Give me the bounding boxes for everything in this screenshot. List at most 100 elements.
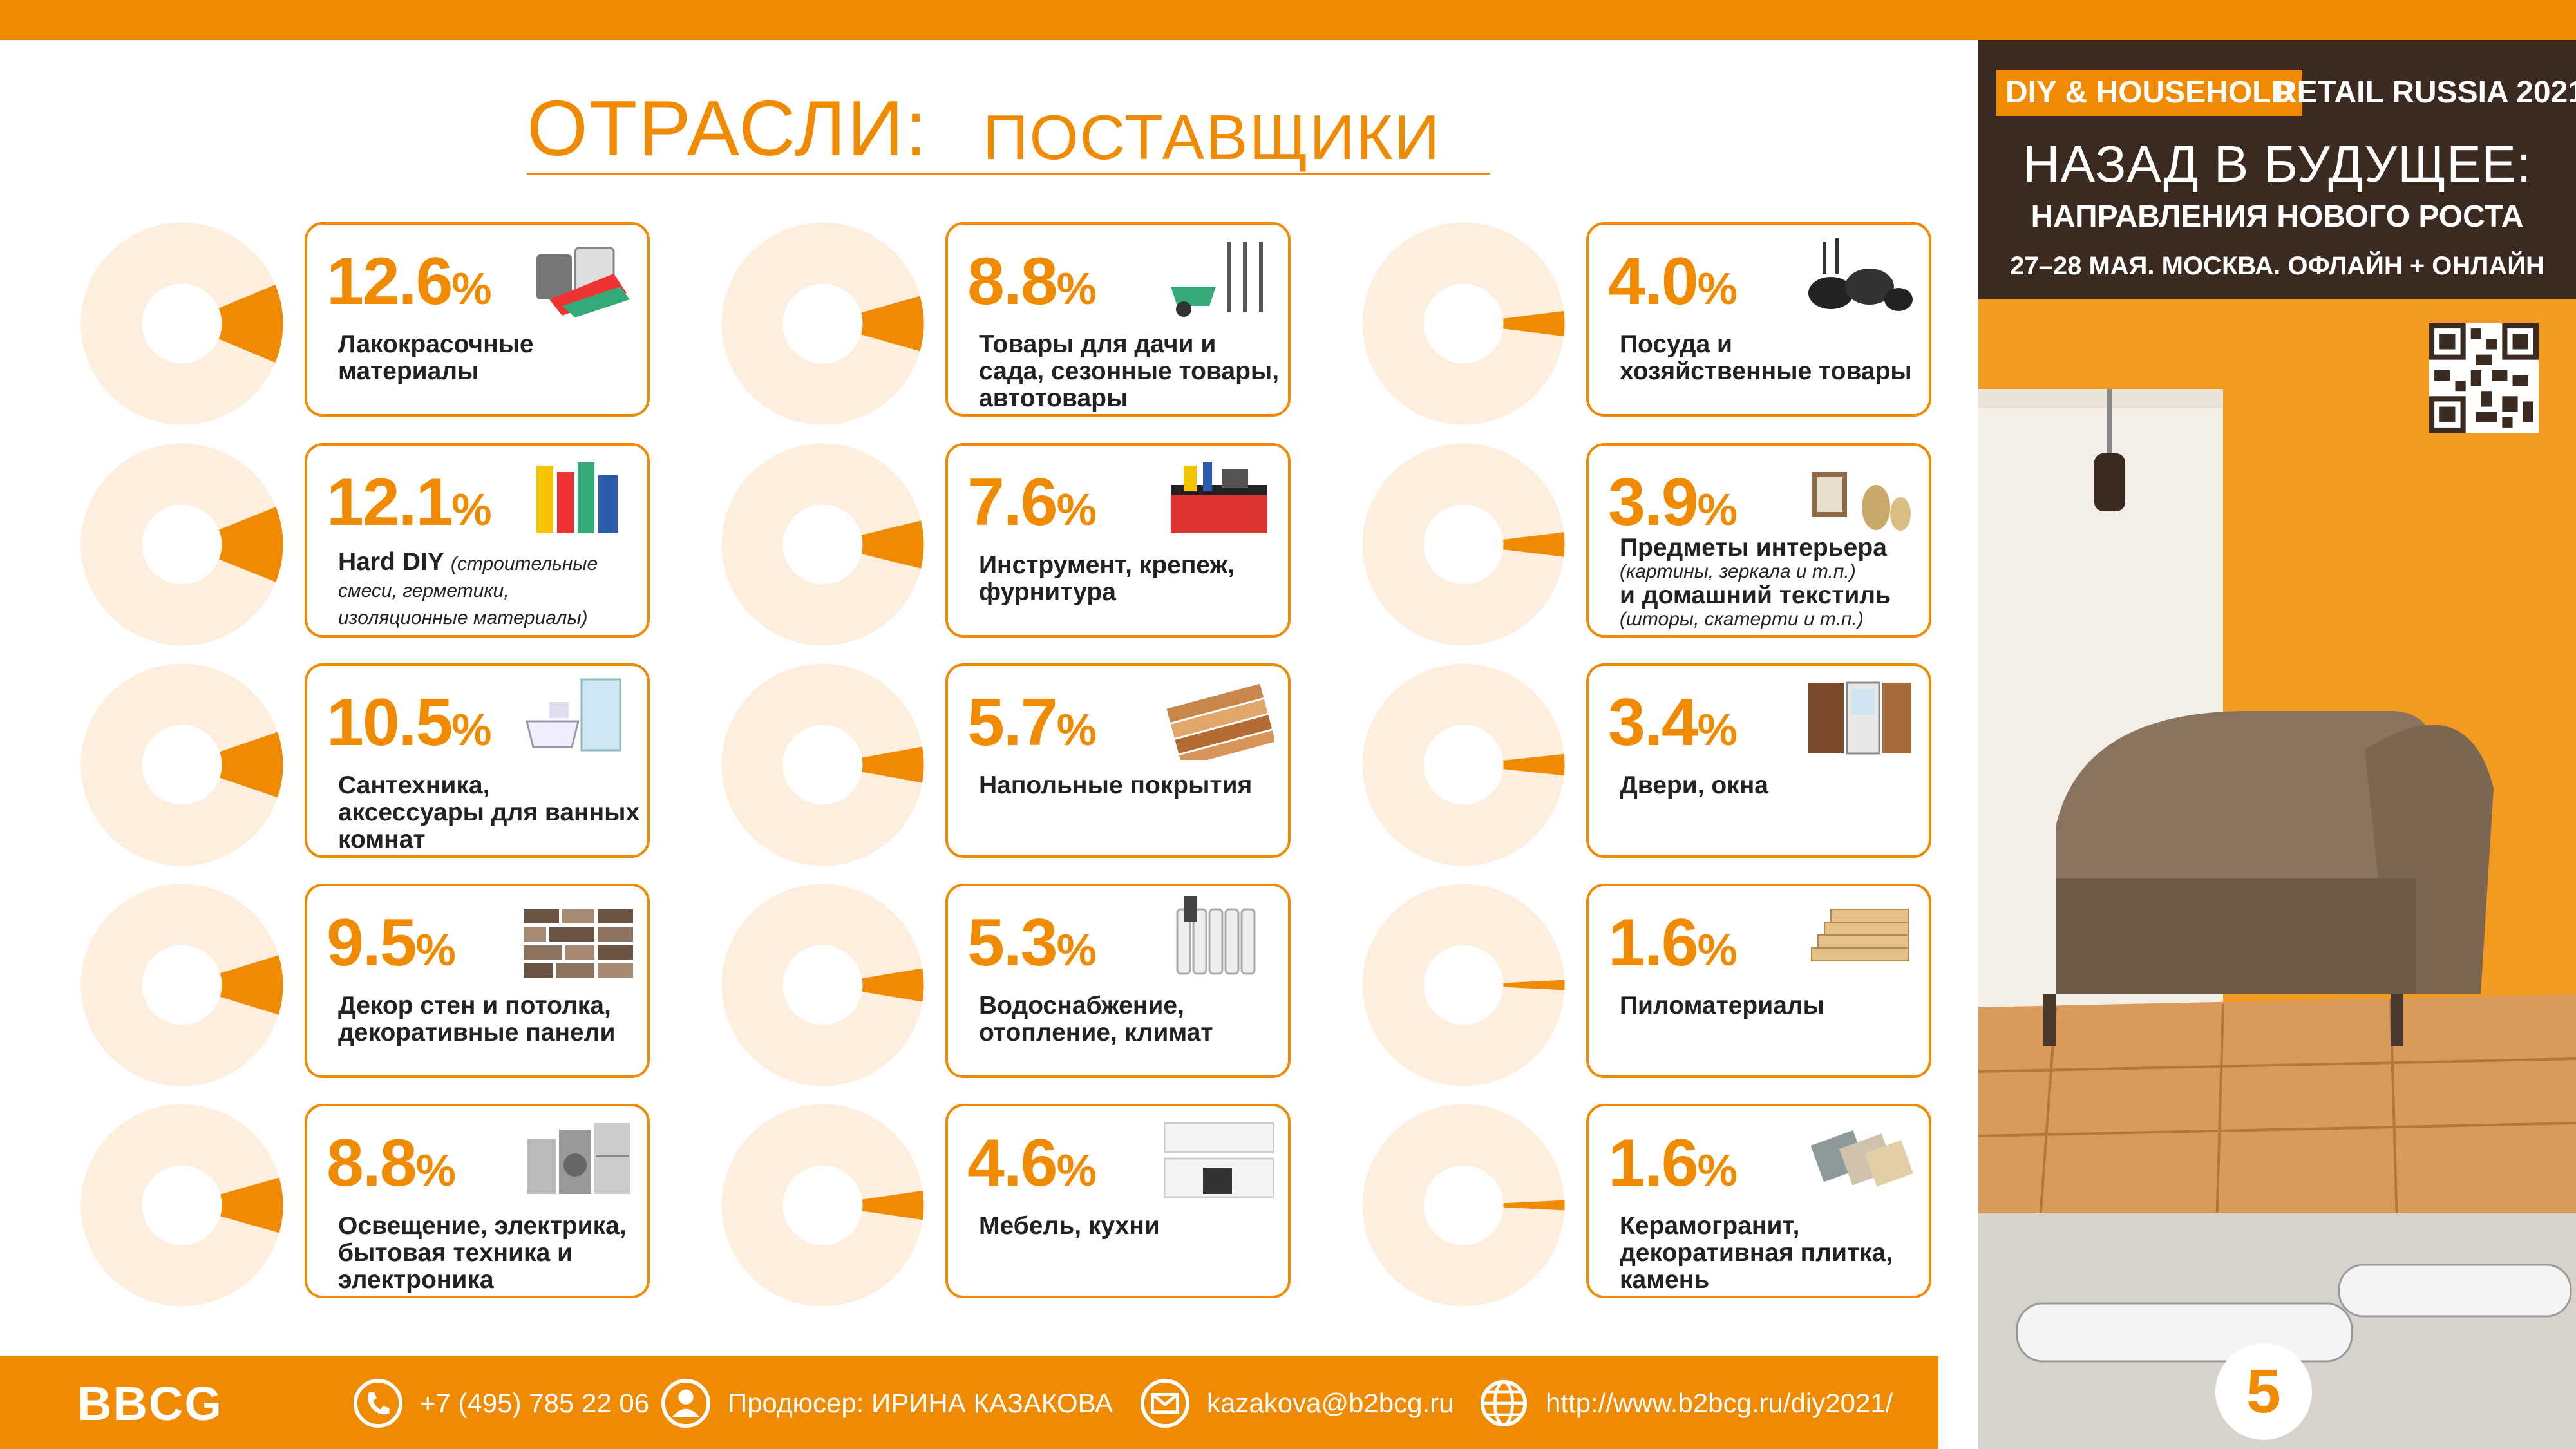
category-card: 3.9% Предметы интерьера (картины, зеркала … bbox=[1586, 443, 1931, 638]
category-card: 1.6% Пиломатериалы bbox=[1586, 884, 1931, 1078]
share-value: 4.6 bbox=[967, 1126, 1058, 1200]
share-donut bbox=[80, 663, 283, 866]
percent-sign: % bbox=[451, 484, 492, 535]
share-value: 8.8 bbox=[967, 244, 1058, 319]
category-card: 9.5% Декор стен и потолка, декоративные п… bbox=[305, 884, 650, 1078]
category-item: 10.5% Сантехника, аксессуары для ванных к… bbox=[80, 663, 699, 866]
category-label: Инструмент, крепеж, фурнитура bbox=[979, 552, 1282, 606]
donut-ring bbox=[1362, 1104, 1565, 1307]
category-name: Hard DIY bbox=[338, 548, 444, 576]
cookware-icon bbox=[1808, 238, 1913, 311]
category-name: Посуда и хозяйственные товары bbox=[1620, 330, 1912, 385]
share-wedge bbox=[1503, 753, 1565, 776]
footer-url[interactable]: http://www.b2bcg.ru/diy2021/ bbox=[1546, 1388, 1893, 1418]
category-note: (картины, зеркала и т.п.) bbox=[1620, 561, 1856, 582]
radiator-icon bbox=[1176, 896, 1256, 975]
share-wedge bbox=[220, 955, 283, 1015]
category-name: Двери, окна bbox=[1620, 772, 1768, 799]
brand-diy-household: DIY & HOUSEHOLD bbox=[1996, 70, 2303, 116]
category-name-2: и домашний текстиль bbox=[1620, 582, 1891, 609]
share-value: 12.1 bbox=[327, 465, 453, 540]
category-note-2: (шторы, скатерти и т.п.) bbox=[1620, 609, 1864, 630]
donut-ring bbox=[721, 884, 924, 1086]
brand-retail-russia: RETAIL RUSSIA 2021 bbox=[2275, 75, 2576, 109]
category-name: Инструмент, крепеж, фурнитура bbox=[979, 551, 1235, 606]
share-wedge bbox=[220, 732, 283, 798]
share-percent: 3.4% bbox=[1608, 689, 1738, 756]
share-value: 8.8 bbox=[327, 1126, 417, 1200]
kitchen-icon bbox=[1164, 1122, 1274, 1198]
percent-sign: % bbox=[1056, 925, 1097, 975]
share-wedge bbox=[1503, 310, 1565, 337]
percent-sign: % bbox=[415, 1145, 456, 1195]
interior-decor-icon bbox=[1812, 472, 1911, 531]
category-card: 8.8% Товары для дачи и сада, сезонные тов… bbox=[945, 222, 1291, 417]
donut-ring bbox=[80, 663, 283, 866]
share-donut bbox=[1362, 1104, 1565, 1307]
category-name: Освещение, электрика, бытовая техника и … bbox=[338, 1212, 627, 1294]
category-card: 3.4% Двери, окна bbox=[1586, 663, 1931, 858]
share-percent: 12.6% bbox=[327, 248, 492, 315]
share-percent: 12.1% bbox=[327, 469, 492, 536]
category-label: Керамогранит, декоративная плитка, камен… bbox=[1620, 1213, 1922, 1294]
category-card: 5.3% Водоснабжение, отопление, климат bbox=[945, 884, 1291, 1078]
doors-windows-icon bbox=[1808, 681, 1911, 755]
share-wedge bbox=[862, 1190, 924, 1220]
share-wedge bbox=[220, 1177, 283, 1233]
share-donut bbox=[1362, 884, 1565, 1086]
category-label: Декор стен и потолка, декоративные панел… bbox=[338, 992, 641, 1046]
category-label: Товары для дачи и сада, сезонные товары,… bbox=[979, 331, 1282, 412]
share-percent: 1.6% bbox=[1608, 909, 1738, 976]
share-wedge bbox=[1503, 980, 1565, 990]
qr-code[interactable] bbox=[2429, 323, 2539, 433]
percent-sign: % bbox=[1697, 925, 1738, 975]
share-percent: 3.9% bbox=[1608, 469, 1738, 536]
share-wedge bbox=[1503, 532, 1565, 557]
category-item: 5.3% Водоснабжение, отопление, климат bbox=[721, 884, 1340, 1086]
toolbox-icon bbox=[1171, 462, 1267, 533]
category-name: Мебель, кухни bbox=[979, 1212, 1160, 1240]
floor-planks-icon bbox=[1166, 683, 1274, 760]
producer-icon bbox=[661, 1378, 711, 1428]
footer-phone[interactable]: +7 (495) 785 22 06 bbox=[420, 1388, 650, 1418]
share-value: 7.6 bbox=[967, 465, 1058, 540]
share-donut bbox=[721, 443, 924, 646]
tiles-icon bbox=[1810, 1130, 1913, 1187]
category-item: 9.5% Декор стен и потолка, декоративные п… bbox=[80, 884, 699, 1086]
share-value: 5.3 bbox=[967, 905, 1058, 980]
sealant-tubes-icon bbox=[536, 462, 618, 533]
category-label: Посуда и хозяйственные товары bbox=[1620, 331, 1922, 385]
share-percent: 8.8% bbox=[327, 1130, 456, 1197]
category-label: Двери, окна bbox=[1620, 772, 1922, 799]
event-dates: 27–28 МАЯ. МОСКВА. ОФЛАЙН + ОНЛАЙН bbox=[2010, 252, 2544, 280]
share-percent: 4.0% bbox=[1608, 248, 1738, 315]
category-card: 12.1% Hard DIY (строительные смеси, герме… bbox=[305, 443, 650, 638]
share-donut bbox=[80, 884, 283, 1086]
category-item: 4.6% Мебель, кухни bbox=[721, 1104, 1340, 1307]
category-label: Водоснабжение, отопление, климат bbox=[979, 992, 1282, 1046]
category-name: Напольные покрытия bbox=[979, 772, 1253, 799]
share-wedge bbox=[218, 284, 283, 363]
footer-bar: BBCG +7 (495) 785 22 06 Продюсер: ИРИНА … bbox=[0, 1356, 1938, 1449]
wall-panel-icon bbox=[524, 909, 633, 978]
category-label: Hard DIY (строительные смеси, герметики,… bbox=[338, 549, 641, 630]
donut-ring bbox=[80, 222, 283, 425]
category-item: 12.6% Лакокрасочные материалы bbox=[80, 222, 699, 425]
percent-sign: % bbox=[415, 925, 456, 975]
home-appliances-icon bbox=[527, 1123, 630, 1194]
share-donut bbox=[80, 443, 283, 646]
footer-email[interactable]: kazakova@b2bcg.ru bbox=[1207, 1388, 1454, 1418]
share-value: 1.6 bbox=[1608, 1126, 1699, 1200]
percent-sign: % bbox=[1056, 263, 1097, 314]
category-card: 4.0% Посуда и хозяйственные товары bbox=[1586, 222, 1931, 417]
garden-tools-icon bbox=[1171, 242, 1263, 317]
donut-ring bbox=[1362, 443, 1565, 646]
category-label: Мебель, кухни bbox=[979, 1213, 1282, 1240]
share-value: 3.4 bbox=[1608, 685, 1699, 760]
category-name: Товары для дачи и сада, сезонные товары,… bbox=[979, 330, 1280, 412]
donut-ring bbox=[1362, 663, 1565, 866]
share-percent: 10.5% bbox=[327, 689, 492, 756]
donut-ring bbox=[721, 663, 924, 866]
share-percent: 8.8% bbox=[967, 248, 1097, 315]
category-card: 7.6% Инструмент, крепеж, фурнитура bbox=[945, 443, 1291, 638]
